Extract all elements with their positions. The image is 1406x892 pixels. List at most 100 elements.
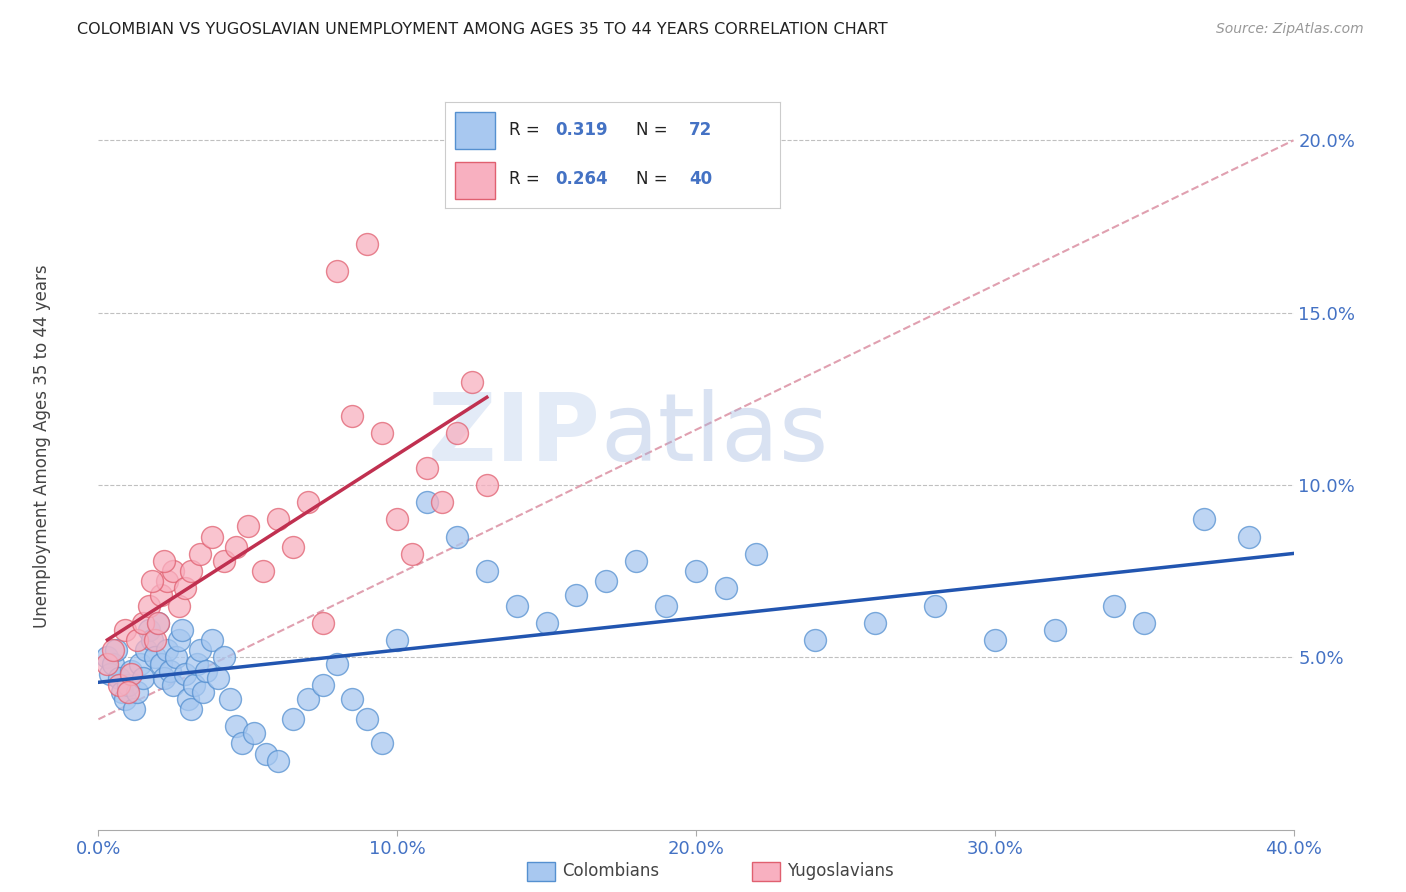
Point xyxy=(153,671,176,685)
Point xyxy=(865,615,887,630)
Text: Unemployment Among Ages 35 to 44 years: Unemployment Among Ages 35 to 44 years xyxy=(34,264,51,628)
Point xyxy=(745,547,768,561)
Point xyxy=(96,650,118,665)
Point xyxy=(167,599,190,613)
Point xyxy=(461,375,484,389)
Point xyxy=(225,719,247,733)
Point xyxy=(114,623,136,637)
Point xyxy=(174,582,197,596)
Point xyxy=(132,615,155,630)
Point xyxy=(655,599,678,613)
Point xyxy=(98,667,122,681)
Point xyxy=(626,554,648,568)
Point xyxy=(401,547,423,561)
Point xyxy=(148,615,170,630)
Point xyxy=(201,633,224,648)
Point xyxy=(311,678,333,692)
Point xyxy=(430,495,453,509)
Point xyxy=(212,554,235,568)
Point xyxy=(167,633,190,648)
Point xyxy=(326,264,349,278)
Point xyxy=(103,657,125,672)
Point xyxy=(124,702,146,716)
Point xyxy=(183,678,205,692)
Point xyxy=(165,650,187,665)
Point xyxy=(281,712,304,726)
Point xyxy=(297,495,319,509)
Point xyxy=(117,678,139,692)
Point xyxy=(252,564,274,578)
Point xyxy=(685,564,707,578)
Point xyxy=(108,678,131,692)
Point xyxy=(297,691,319,706)
Point xyxy=(127,684,149,698)
Point xyxy=(132,671,155,685)
Text: atlas: atlas xyxy=(600,389,828,482)
Point xyxy=(714,582,737,596)
Point xyxy=(371,426,394,441)
Point xyxy=(150,657,173,672)
Point xyxy=(96,657,118,672)
Point xyxy=(186,657,208,672)
Point xyxy=(108,671,131,685)
Point xyxy=(156,574,179,589)
Text: Yugoslavians: Yugoslavians xyxy=(787,863,894,880)
Point xyxy=(191,684,214,698)
Point xyxy=(281,540,304,554)
Point xyxy=(506,599,529,613)
Point xyxy=(172,623,194,637)
Text: Source: ZipAtlas.com: Source: ZipAtlas.com xyxy=(1216,22,1364,37)
Point xyxy=(475,478,498,492)
Point xyxy=(385,633,409,648)
Point xyxy=(924,599,946,613)
Text: COLOMBIAN VS YUGOSLAVIAN UNEMPLOYMENT AMONG AGES 35 TO 44 YEARS CORRELATION CHAR: COLOMBIAN VS YUGOSLAVIAN UNEMPLOYMENT AM… xyxy=(77,22,889,37)
Point xyxy=(141,633,163,648)
Point xyxy=(117,684,139,698)
Point xyxy=(236,519,259,533)
Point xyxy=(141,574,163,589)
Point xyxy=(105,643,128,657)
Point xyxy=(177,691,200,706)
Point xyxy=(201,530,224,544)
Point xyxy=(180,702,202,716)
Point xyxy=(159,664,181,678)
Point xyxy=(219,691,242,706)
Point xyxy=(150,588,173,602)
Point xyxy=(162,564,184,578)
Point xyxy=(114,691,136,706)
Point xyxy=(127,633,149,648)
Point xyxy=(103,643,125,657)
Point xyxy=(143,650,166,665)
Point xyxy=(475,564,498,578)
Point xyxy=(195,664,218,678)
Point xyxy=(342,691,364,706)
Text: Colombians: Colombians xyxy=(562,863,659,880)
Point xyxy=(416,460,439,475)
Point xyxy=(356,236,378,251)
Point xyxy=(356,712,378,726)
Point xyxy=(212,650,235,665)
Point xyxy=(267,754,290,768)
Point xyxy=(446,426,468,441)
Point xyxy=(565,588,588,602)
Point xyxy=(153,554,176,568)
Point xyxy=(342,409,364,423)
Point xyxy=(180,564,202,578)
Point xyxy=(188,643,211,657)
Point xyxy=(1043,623,1066,637)
Point xyxy=(225,540,247,554)
Point xyxy=(143,633,166,648)
Point xyxy=(120,664,142,678)
Point xyxy=(135,643,157,657)
Point xyxy=(446,530,468,544)
Point xyxy=(326,657,349,672)
Point xyxy=(371,736,394,750)
Point xyxy=(188,547,211,561)
Point xyxy=(156,643,179,657)
Point xyxy=(162,678,184,692)
Text: ZIP: ZIP xyxy=(427,389,600,482)
Point xyxy=(984,633,1007,648)
Point xyxy=(1133,615,1156,630)
Point xyxy=(254,747,277,761)
Point xyxy=(111,684,134,698)
